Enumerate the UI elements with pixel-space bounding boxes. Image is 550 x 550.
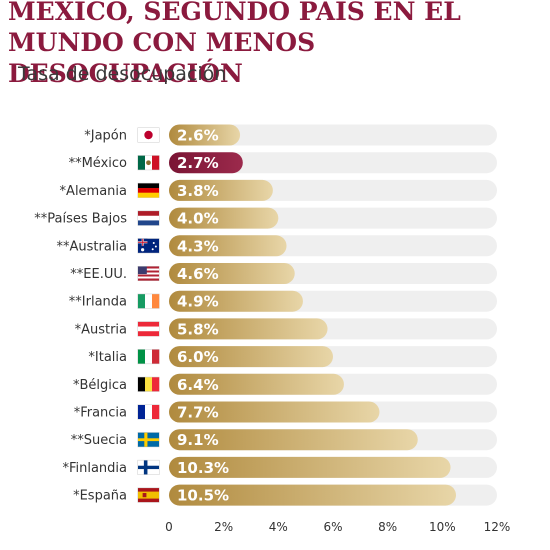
- value-label-belgium: 6.4%: [177, 376, 219, 394]
- category-label-netherlands: **Países Bajos: [34, 212, 127, 227]
- category-label-mexico: **México: [69, 156, 127, 171]
- x-tick-label: 4%: [269, 520, 288, 534]
- category-label-japan: *Japón: [84, 129, 127, 144]
- title-line-1: MÉXICO, SEGUNDO PAÍS EN EL: [8, 0, 461, 26]
- x-tick-label: 8%: [378, 520, 397, 534]
- value-label-ireland: 4.9%: [177, 293, 219, 311]
- bar-australia: [169, 235, 287, 257]
- x-tick-label: 12%: [484, 520, 511, 534]
- spain-flag-icon: [137, 487, 160, 503]
- usa-flag-icon: [137, 266, 160, 281]
- category-label-italy: *Italia: [88, 350, 127, 365]
- category-label-ireland: **Irlanda: [69, 295, 127, 310]
- bar-netherlands: [169, 207, 279, 229]
- value-label-netherlands: 4.0%: [177, 210, 219, 228]
- bar-austria: [169, 318, 328, 340]
- sweden-flag-icon: [137, 432, 160, 448]
- bar-italy: [169, 346, 333, 368]
- value-label-spain: 10.5%: [177, 487, 229, 505]
- mexico-flag-icon: [137, 155, 160, 171]
- chart-title: MÉXICO, SEGUNDO PAÍS EN EL MUNDO CON MEN…: [8, 0, 548, 89]
- japan-flag-icon: [137, 127, 160, 143]
- value-label-australia: 4.3%: [177, 237, 219, 255]
- bar-track-japan: [169, 124, 497, 146]
- x-tick-label: 10%: [429, 520, 456, 534]
- bar-sweden: [169, 429, 418, 451]
- category-label-sweden: **Suecia: [71, 433, 127, 448]
- australia-flag-icon: [137, 238, 160, 254]
- value-label-finland: 10.3%: [177, 459, 229, 477]
- bar-japan: [169, 124, 241, 146]
- category-label-usa: **EE.UU.: [70, 267, 127, 282]
- value-label-france: 7.7%: [177, 404, 219, 422]
- value-label-austria: 5.8%: [177, 320, 219, 338]
- bar-track-mexico: [169, 152, 497, 174]
- bar-ireland: [169, 290, 303, 312]
- austria-flag-icon: [137, 321, 160, 337]
- category-label-spain: *España: [73, 489, 127, 504]
- bar-france: [169, 401, 380, 423]
- title-line-2: MUNDO CON MENOS DESOCUPACIÓN: [8, 28, 316, 88]
- value-label-japan: 2.6%: [177, 127, 219, 145]
- category-label-france: *Francia: [74, 406, 127, 421]
- category-label-germany: *Alemania: [60, 184, 127, 199]
- netherlands-flag-icon: [137, 210, 160, 226]
- value-label-italy: 6.0%: [177, 348, 219, 366]
- x-tick-label: 6%: [323, 520, 342, 534]
- bar-finland: [169, 456, 451, 478]
- value-label-usa: 4.6%: [177, 265, 219, 283]
- category-label-finland: *Finlandia: [62, 461, 127, 476]
- ireland-flag-icon: [137, 293, 160, 309]
- belgium-flag-icon: [137, 376, 160, 392]
- finland-flag-icon: [137, 459, 160, 475]
- bar-usa: [169, 263, 295, 284]
- germany-flag-icon: [137, 182, 160, 198]
- bar-germany: [169, 179, 273, 201]
- italy-flag-icon: [137, 349, 160, 365]
- value-label-germany: 3.8%: [177, 182, 219, 200]
- france-flag-icon: [137, 404, 160, 420]
- category-label-austria: *Austria: [75, 322, 127, 337]
- bar-mexico: [169, 152, 243, 174]
- x-tick-label: 2%: [214, 520, 233, 534]
- chart-subtitle: Tasa de desocupación: [18, 63, 227, 85]
- bar-spain: [169, 484, 456, 506]
- category-label-belgium: *Bélgica: [73, 378, 127, 393]
- value-label-mexico: 2.7%: [177, 154, 219, 172]
- x-tick-label: 0: [165, 520, 173, 534]
- category-label-australia: **Australia: [56, 239, 127, 254]
- bar-belgium: [169, 373, 344, 395]
- value-label-sweden: 9.1%: [177, 431, 219, 449]
